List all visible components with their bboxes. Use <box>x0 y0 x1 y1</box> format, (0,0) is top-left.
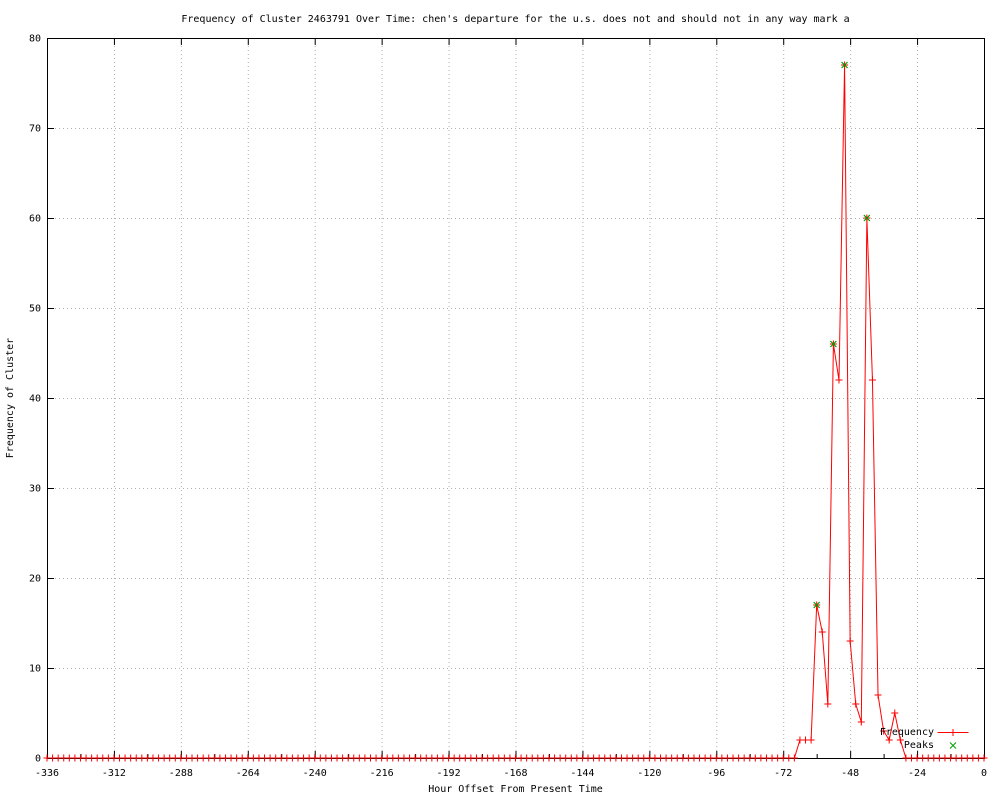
peaks-cross-sample-icon <box>949 742 957 749</box>
legend-row-peaks: Peaks <box>860 739 972 752</box>
y-tick-label: 20 <box>29 574 41 585</box>
x-tick-label: -24 <box>908 768 926 779</box>
frequency-point-markers <box>43 61 988 762</box>
x-tick-label: -120 <box>637 768 661 779</box>
legend-label-frequency: Frequency <box>879 727 934 738</box>
y-tick-label: 10 <box>29 664 41 675</box>
chart-title: Frequency of Cluster 2463791 Over Time: … <box>181 14 850 25</box>
y-tick-label: 50 <box>29 304 41 315</box>
y-tick-label: 60 <box>29 214 41 225</box>
x-tick-label: -48 <box>841 768 859 779</box>
x-tick-label: -240 <box>303 768 327 779</box>
x-tick-label: -336 <box>35 768 59 779</box>
x-tick-label: -168 <box>503 768 527 779</box>
y-tick-label: 0 <box>35 754 41 765</box>
x-tick-label: -216 <box>370 768 394 779</box>
y-tick-label: 80 <box>29 34 41 45</box>
y-tick-label: 30 <box>29 484 41 495</box>
x-tick-label: -192 <box>437 768 461 779</box>
x-tick-label: -264 <box>236 768 260 779</box>
legend-row-frequency: Frequency <box>860 726 972 739</box>
y-tick-label: 40 <box>29 394 41 405</box>
peak-markers <box>813 61 871 609</box>
legend-label-peaks: Peaks <box>903 740 934 751</box>
y-tick-label: 70 <box>29 124 41 135</box>
x-axis-label: Hour Offset From Present Time <box>428 784 603 795</box>
x-tick-label: -288 <box>169 768 193 779</box>
x-tick-label: 0 <box>981 768 987 779</box>
x-tick-label: -72 <box>774 768 792 779</box>
legend: Frequency Peaks <box>860 726 972 752</box>
x-tick-label: -312 <box>102 768 126 779</box>
frequency-line-sample-icon <box>937 729 969 736</box>
x-tick-label: -144 <box>570 768 594 779</box>
x-tick-label: -96 <box>707 768 725 779</box>
grid-lines <box>47 38 984 758</box>
